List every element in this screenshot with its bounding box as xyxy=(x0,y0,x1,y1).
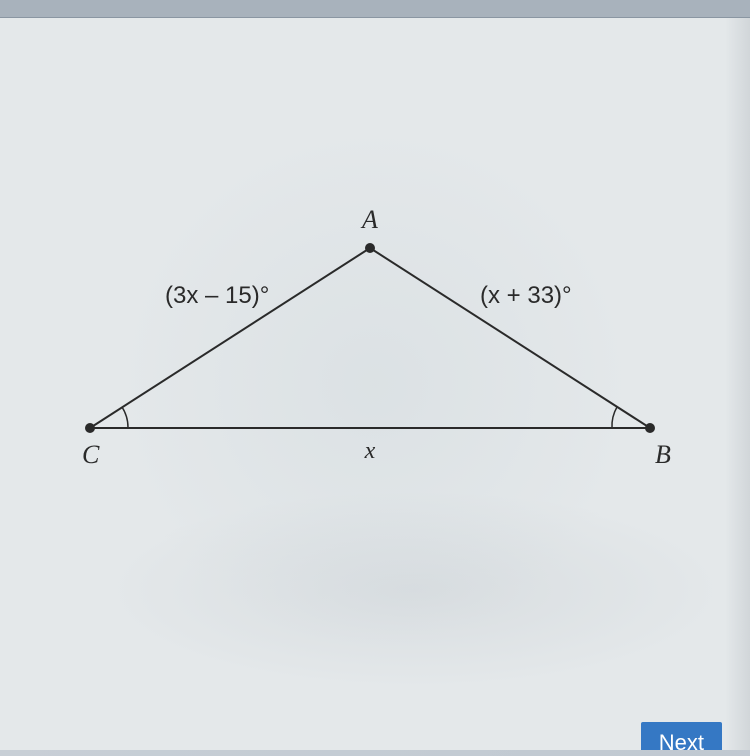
triangle-diagram: A B C (3x – 15)° (x + 33)° x xyxy=(60,218,680,498)
vertex-b-label: B xyxy=(655,440,671,469)
vertex-c-dot xyxy=(85,423,95,433)
side-ab xyxy=(370,248,650,428)
shadow-right xyxy=(725,18,750,750)
side-label-x: x xyxy=(364,438,376,464)
side-ca xyxy=(90,248,370,428)
angle-arc-b xyxy=(612,407,617,428)
next-button[interactable]: Next xyxy=(641,722,722,750)
vertex-a-label: A xyxy=(360,205,378,234)
vertex-c-label: C xyxy=(82,440,100,469)
vertex-b-dot xyxy=(645,423,655,433)
page-shadow xyxy=(100,490,730,690)
angle-expression-right: (x + 33)° xyxy=(480,282,572,309)
vertex-a-dot xyxy=(365,243,375,253)
triangle-svg: A B C (3x – 15)° (x + 33)° x xyxy=(60,218,680,498)
angle-expression-left: (3x – 15)° xyxy=(165,282,269,309)
content-area: A B C (3x – 15)° (x + 33)° x Next xyxy=(0,18,750,750)
window-top-bar xyxy=(0,0,750,18)
angle-arc-c xyxy=(122,407,128,428)
